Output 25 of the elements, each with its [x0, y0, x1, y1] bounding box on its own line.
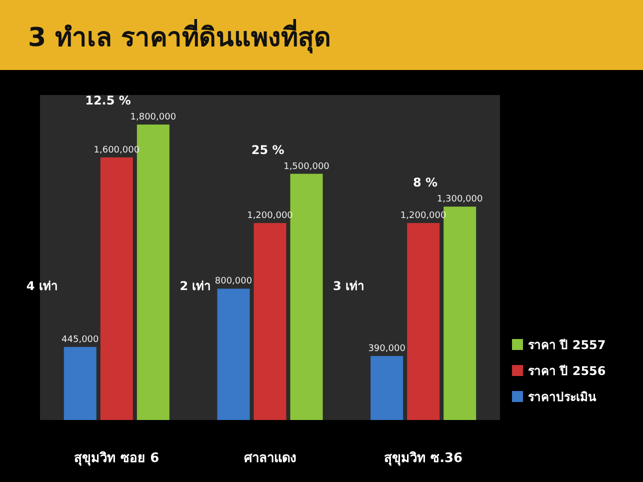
- legend-label: ราคา ปี 2556: [528, 364, 606, 378]
- annotation: 4 เท่า: [26, 279, 58, 293]
- legend-label: ราคา ปี 2557: [528, 338, 606, 352]
- chart-title: 3 ทำเล ราคาที่ดินแพงที่สุด: [28, 18, 332, 54]
- bar: [407, 223, 440, 420]
- data-label: 1,300,000: [436, 194, 484, 205]
- bar: [370, 356, 404, 420]
- annotation: 2 เท่า: [180, 279, 212, 293]
- legend-label: ราคาประเมิน: [528, 390, 597, 404]
- bar: [217, 288, 250, 420]
- data-label: 445,000: [62, 334, 100, 345]
- annotation: 25 %: [251, 142, 284, 157]
- data-label: 800,000: [214, 276, 252, 287]
- annotation: 3 เท่า: [333, 279, 365, 293]
- bar: [100, 157, 133, 420]
- annotation: 8 %: [413, 176, 438, 190]
- data-label: 1,500,000: [284, 162, 330, 172]
- x-tick-label: ศาลาแดง: [244, 451, 296, 466]
- data-label: 390,000: [368, 344, 406, 354]
- bar: [64, 346, 96, 420]
- x-tick-label: สุขุมวิท ซอย 6: [74, 451, 160, 466]
- x-tick-label: สุขุมวิท ซ.36: [384, 451, 463, 466]
- bar: [254, 223, 286, 420]
- text: 12.5 %: [85, 94, 131, 108]
- data-label: 1,800,000: [130, 112, 176, 123]
